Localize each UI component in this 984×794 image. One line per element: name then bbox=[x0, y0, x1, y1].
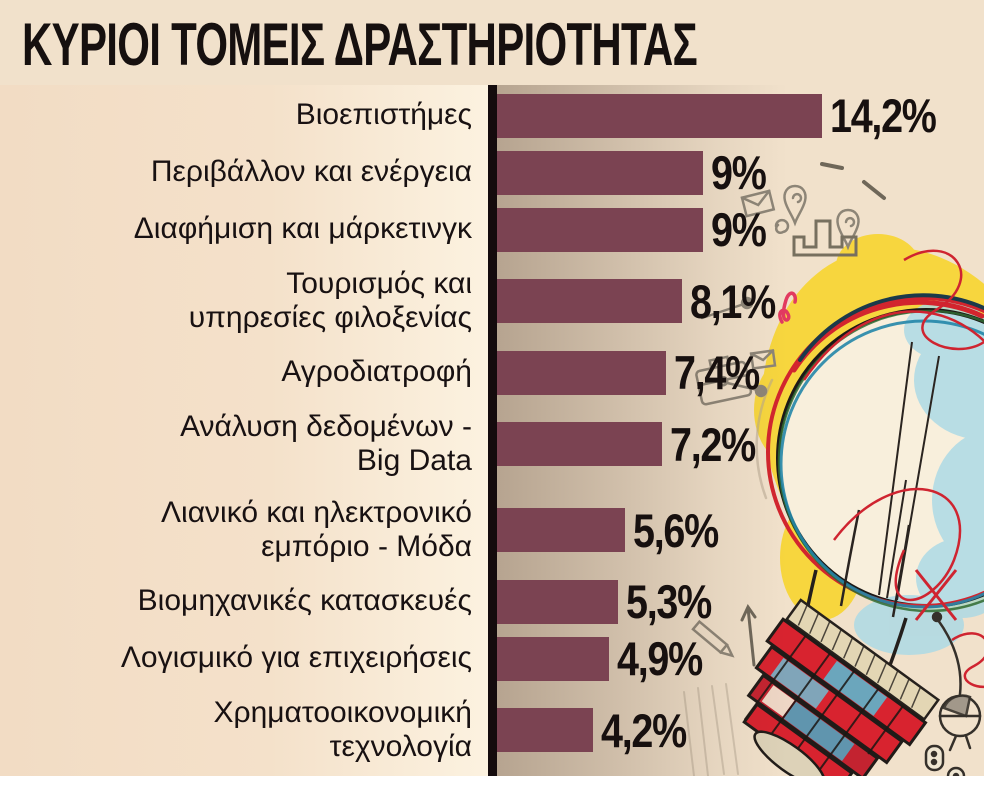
value-label: 7,2% bbox=[670, 417, 756, 471]
bulb-screw-base bbox=[742, 598, 941, 776]
category-label: Λογισμικό για επιχειρήσεις bbox=[120, 641, 472, 675]
arrow-up-icon bbox=[746, 606, 756, 667]
envelope-icon bbox=[749, 349, 777, 370]
bar bbox=[497, 150, 703, 195]
bulb-filament bbox=[802, 249, 984, 689]
chart-axis-line bbox=[488, 85, 497, 776]
value-label: 5,6% bbox=[633, 503, 719, 557]
chart-row: Χρηματοοικονομική τεχνολογία 4,2% bbox=[0, 687, 984, 773]
red-scribble bbox=[778, 291, 798, 324]
pin-spiral bbox=[844, 216, 856, 228]
label-column-background bbox=[0, 85, 489, 776]
dash-doodle bbox=[820, 162, 844, 170]
pencil-icon bbox=[691, 619, 735, 658]
bar-chart: Βιοεπιστήμες 14,2% Περιβάλλον και ενέργεια… bbox=[0, 85, 984, 776]
category-label: Λιανικό και ηλεκτρονικό εμπόριο - Μόδα bbox=[161, 495, 472, 563]
chart-row: Λιανικό και ηλεκτρονικό εμπόριο - Μόδα 5,6… bbox=[0, 487, 984, 573]
value-label: 5,3% bbox=[626, 575, 712, 628]
value-label: 9% bbox=[711, 203, 767, 256]
coin-icons bbox=[924, 744, 966, 776]
chart-row: Λογισμικό για επιχειρήσεις 4,9% bbox=[0, 630, 984, 687]
chart-row: Τουρισμός και υπηρεσίες φιλοξενίας 8,1% bbox=[0, 258, 984, 344]
bar bbox=[497, 708, 593, 752]
pin-spiral bbox=[791, 192, 803, 204]
connector-dot bbox=[740, 296, 754, 310]
bar bbox=[497, 636, 609, 681]
category-label: Τουρισμός και υπηρεσίες φιλοξενίας bbox=[188, 266, 472, 334]
value-label: 9% bbox=[711, 146, 767, 199]
bar bbox=[497, 422, 662, 466]
dash-doodle bbox=[862, 180, 886, 200]
crown-icon bbox=[792, 219, 858, 257]
category-label: Περιβάλλον και ενέργεια bbox=[150, 155, 472, 189]
bar bbox=[497, 579, 618, 624]
value-label: 4,2% bbox=[601, 703, 687, 757]
hatch-sketch-lines bbox=[683, 683, 739, 776]
category-label: Χρηματοοικονομική τεχνολογία bbox=[213, 695, 473, 763]
briefcase-icon bbox=[695, 355, 753, 406]
bar bbox=[497, 350, 666, 395]
connector-line bbox=[700, 302, 746, 320]
value-label: 14,2% bbox=[830, 89, 937, 142]
chart-row: Περιβάλλον και ενέργεια 9% bbox=[0, 144, 984, 201]
bar bbox=[497, 93, 822, 138]
chart-row: Ανάλυση δεδομένων - Big Data 7,2% bbox=[0, 401, 984, 487]
lightbulb-illustration bbox=[683, 162, 984, 776]
chart-row: Βιομηχανικές κατασκευές 5,3% bbox=[0, 573, 984, 630]
bulb-outline-strokes bbox=[755, 293, 984, 613]
connector-dot bbox=[754, 384, 768, 398]
envelope-icon bbox=[740, 189, 776, 218]
value-label: 7,4% bbox=[674, 346, 760, 399]
location-pin-icon bbox=[836, 208, 860, 251]
category-label: Ανάλυση δεδομένων - Big Data bbox=[180, 409, 472, 477]
chart-row: Διαφήμιση και μάρκετινγκ 9% bbox=[0, 201, 984, 258]
bar bbox=[497, 207, 703, 252]
value-label: 8,1% bbox=[690, 274, 776, 328]
infographic-canvas: ΚΥΡΙΟΙ ΤΟΜΕΙΣ ΔΡΑΣΤΗΡΙΟΤΗΤΑΣ bbox=[0, 0, 984, 776]
chart-title: ΚΥΡΙΟΙ ΤΟΜΕΙΣ ΔΡΑΣΤΗΡΙΟΤΗΤΑΣ bbox=[22, 11, 698, 78]
bar-rows: Βιοεπιστήμες 14,2% Περιβάλλον και ενέργεια… bbox=[0, 87, 984, 773]
bar bbox=[497, 508, 625, 552]
location-pin-icon bbox=[783, 184, 807, 227]
bar bbox=[497, 279, 682, 323]
value-label: 4,9% bbox=[617, 632, 703, 685]
category-label: Αγροδιατροφή bbox=[281, 355, 472, 389]
chart-row: Βιοεπιστήμες 14,2% bbox=[0, 87, 984, 144]
chart-row: Αγροδιατροφή 7,4% bbox=[0, 344, 984, 401]
spiral-doodle bbox=[774, 218, 790, 234]
idea-circle-icon bbox=[931, 611, 982, 752]
category-label: Βιομηχανικές κατασκευές bbox=[137, 584, 472, 618]
category-label: Διαφήμιση και μάρκετινγκ bbox=[133, 212, 472, 246]
doodles bbox=[683, 162, 982, 776]
category-label: Βιοεπιστήμες bbox=[295, 98, 472, 132]
